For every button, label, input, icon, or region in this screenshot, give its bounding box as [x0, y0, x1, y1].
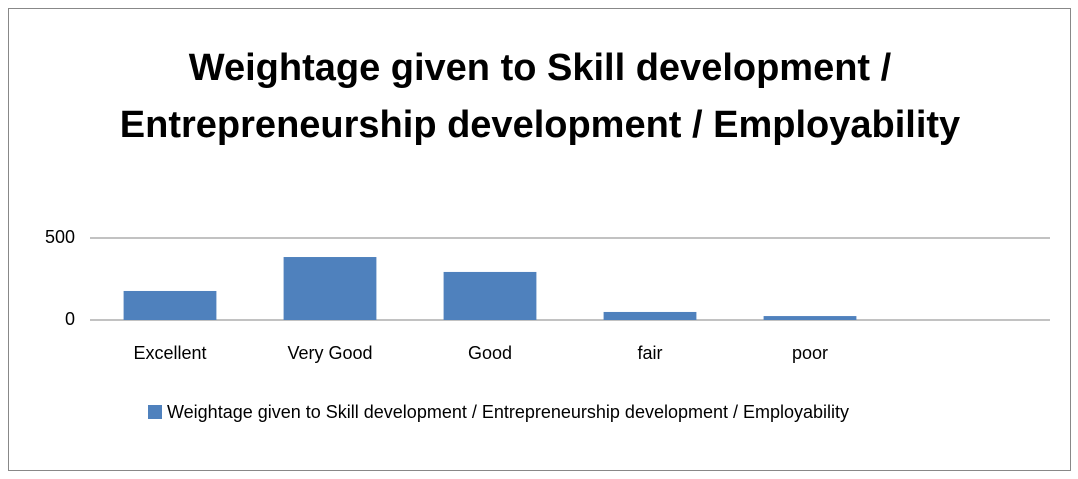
- bar: [283, 257, 377, 320]
- chart-title: Weightage given to Skill development / E…: [119, 47, 961, 146]
- bar: [603, 311, 697, 320]
- chart-border: [8, 8, 1071, 471]
- legend-label: Weightage given to Skill development / E…: [167, 402, 850, 422]
- x-tick-label: Excellent: [133, 343, 206, 363]
- x-tick-label: Very Good: [287, 343, 372, 363]
- y-tick-label: 0: [65, 309, 75, 329]
- bar: [443, 271, 537, 320]
- x-tick-label: Good: [468, 343, 512, 363]
- bar: [123, 290, 217, 320]
- x-tick-label: fair: [637, 343, 662, 363]
- legend: Weightage given to Skill development / E…: [148, 398, 1008, 427]
- bar: [763, 316, 857, 320]
- y-tick-label: 500: [45, 227, 75, 247]
- x-tick-label: poor: [792, 343, 828, 363]
- legend-swatch: [148, 405, 162, 419]
